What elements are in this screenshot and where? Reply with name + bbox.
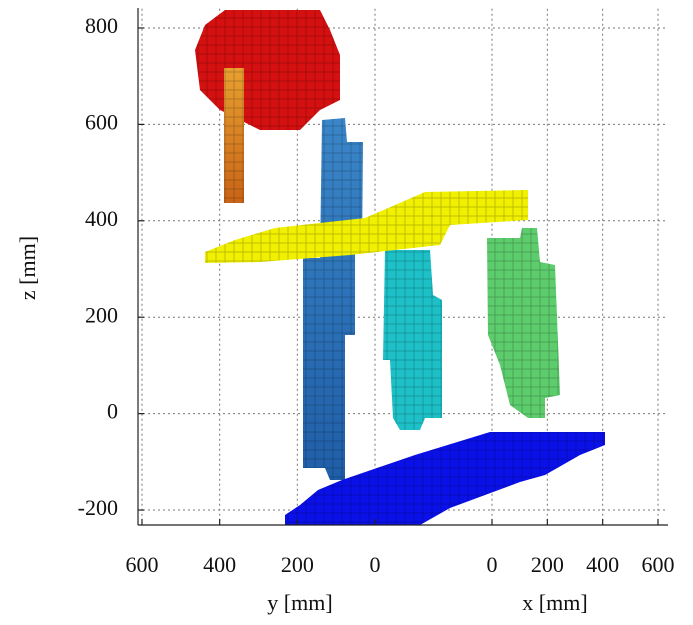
x-tick-label: 200 — [531, 552, 564, 577]
red-blob-grid — [195, 10, 340, 130]
green-shape-grid — [487, 228, 560, 418]
y-axis-title: y [mm] — [267, 590, 332, 615]
y-tick-label: 600 — [126, 552, 159, 577]
chart: y [mm] x [mm] z [mm] 800 600 400 200 0 -200 60… — [0, 0, 693, 625]
z-tick-label: 400 — [85, 206, 118, 231]
z-tick-label: 200 — [85, 302, 118, 327]
cyan-shape-grid — [383, 250, 442, 430]
z-tick-label: 800 — [85, 13, 118, 38]
blue-column-grid — [303, 118, 363, 480]
x-tick-label: 0 — [487, 552, 498, 577]
x-tick-label: 600 — [642, 552, 675, 577]
yellow-slab-grid — [205, 190, 528, 263]
z-tick-label: -200 — [78, 495, 118, 520]
y-tick-label: 400 — [203, 552, 236, 577]
y-tick-label: 200 — [281, 552, 314, 577]
voxel-shapes — [195, 10, 605, 525]
orange-column-grid — [224, 68, 244, 203]
x-axis-title: x [mm] — [522, 590, 587, 615]
z-tick-label: 0 — [107, 399, 118, 424]
y-tick-label: 0 — [370, 552, 381, 577]
z-tick-label: 600 — [85, 109, 118, 134]
z-axis-title: z [mm] — [15, 236, 40, 300]
x-tick-label: 400 — [586, 552, 619, 577]
